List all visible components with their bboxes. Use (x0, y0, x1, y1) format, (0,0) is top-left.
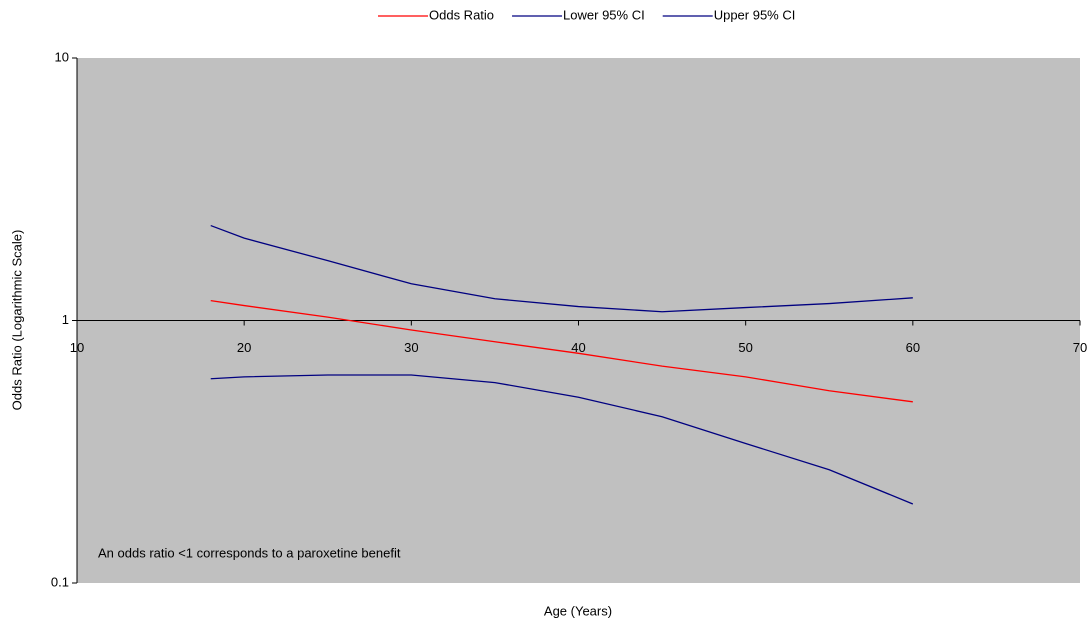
y-tick-label: 1 (62, 312, 69, 327)
x-tick-label: 50 (738, 340, 752, 355)
y-axis-label: Odds Ratio (Logarithmic Scale) (9, 230, 24, 411)
x-tick-label: 30 (404, 340, 418, 355)
series-line (210, 300, 913, 403)
annotation: An odds ratio <1 corresponds to a paroxe… (98, 545, 401, 560)
legend: Odds Ratio Lower 95% CI Upper 95% CI (378, 7, 795, 22)
series-line (210, 224, 913, 313)
legend-label: Odds Ratio (429, 7, 494, 22)
series-line (210, 374, 914, 505)
x-tick-label: 10 (70, 340, 84, 355)
x-tick-label: 20 (237, 340, 251, 355)
x-tick-label: 60 (906, 340, 920, 355)
legend-label: Lower 95% CI (563, 7, 645, 22)
x-tick-label: 40 (571, 340, 585, 355)
legend-label: Upper 95% CI (714, 7, 796, 22)
y-tick-label: 10 (55, 49, 69, 64)
x-tick-label: 70 (1073, 340, 1087, 355)
y-tick-label: 0.1 (51, 574, 69, 589)
x-axis-label: Age (Years) (544, 603, 612, 618)
